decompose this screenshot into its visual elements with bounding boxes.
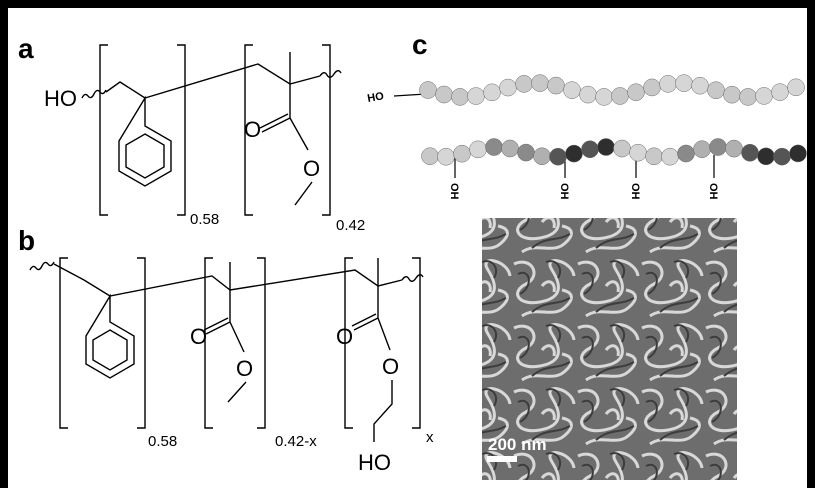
bead: [451, 88, 469, 106]
frame-right: [807, 0, 815, 488]
wavy-bond: [29, 261, 55, 271]
bead: [659, 75, 677, 93]
bead: [675, 74, 693, 92]
phenyl: [85, 293, 135, 379]
phenyl: [118, 95, 172, 187]
bead: [483, 83, 501, 102]
bead: [565, 144, 583, 163]
bead: [613, 139, 631, 158]
bead: [709, 138, 727, 156]
ester-group: [203, 262, 247, 403]
chain-end-label: HO: [366, 90, 385, 105]
panel-label: b: [18, 225, 35, 256]
panel-c: c HO 200 nm OH OH OH OH: [366, 29, 807, 480]
pendant-label: OH: [558, 183, 570, 200]
bracket: [59, 257, 421, 429]
frame-left: [0, 0, 8, 488]
atom-label: HO: [44, 86, 77, 111]
bead: [755, 87, 773, 105]
atom-label: HO: [358, 450, 391, 475]
bead: [723, 85, 741, 104]
panel-label: c: [412, 29, 428, 60]
bead: [661, 147, 679, 166]
bead: [595, 88, 613, 106]
ester-group: [351, 258, 393, 442]
frame-top: [0, 0, 815, 8]
bead: [453, 144, 471, 163]
bead: [691, 76, 709, 95]
bead: [533, 147, 551, 166]
subscript: 0.42: [336, 217, 365, 234]
atom-label: O: [336, 324, 353, 349]
bead: [643, 78, 661, 97]
wavy-bond: [81, 89, 107, 99]
backbone: [53, 263, 403, 297]
bracket: [99, 44, 331, 216]
panel-a: a HO O O 0.58 0.42: [18, 33, 365, 234]
bead: [501, 139, 519, 158]
atom-label: O: [190, 324, 207, 349]
subscript: 0.42-x: [275, 433, 317, 450]
bead: [693, 140, 711, 158]
bead: [741, 143, 759, 162]
subscript: x: [426, 429, 434, 446]
bead: [581, 140, 599, 159]
bead: [469, 140, 487, 159]
atom-label: O: [236, 356, 253, 381]
ester-group: [259, 52, 313, 206]
bead: [773, 147, 791, 166]
subscript: 0.58: [148, 433, 177, 450]
bead: [437, 147, 455, 166]
bead: [419, 81, 437, 99]
bead: [757, 147, 775, 166]
bead: [789, 144, 807, 163]
pendant-label: OH: [629, 183, 641, 200]
bead: [739, 88, 757, 106]
bead: [517, 143, 535, 162]
bead: [579, 85, 597, 104]
scale-bar: [487, 456, 517, 462]
bead: [435, 85, 453, 104]
bead: [467, 87, 485, 105]
bead: [707, 81, 725, 99]
pendant-label: OH: [707, 183, 719, 200]
atom-label: O: [382, 354, 399, 379]
bead: [563, 81, 581, 99]
bead: [597, 138, 615, 156]
bead: [787, 78, 805, 97]
atom-label: O: [303, 156, 320, 181]
sem-image: [482, 218, 737, 480]
bead: [421, 147, 439, 165]
bead: [611, 87, 629, 105]
bead-chains: [419, 74, 807, 178]
bead: [645, 147, 663, 166]
backbone: [105, 63, 321, 99]
panel-label: a: [18, 33, 34, 64]
bead: [549, 147, 567, 166]
subscript: 0.58: [190, 211, 219, 228]
bead: [725, 139, 743, 158]
bead: [627, 83, 645, 101]
bead: [485, 138, 503, 156]
bead: [677, 144, 695, 163]
bead: [531, 74, 549, 92]
scale-bar-label: 200 nm: [488, 435, 547, 454]
atom-label: O: [244, 117, 261, 142]
bead: [499, 78, 517, 97]
bead: [771, 83, 789, 101]
bead: [547, 76, 565, 95]
panel-b: b O O O O HO 0.58 0.42-x x: [18, 225, 434, 475]
bead: [629, 143, 647, 162]
pendant-label: OH: [448, 183, 460, 200]
bead: [515, 75, 533, 93]
